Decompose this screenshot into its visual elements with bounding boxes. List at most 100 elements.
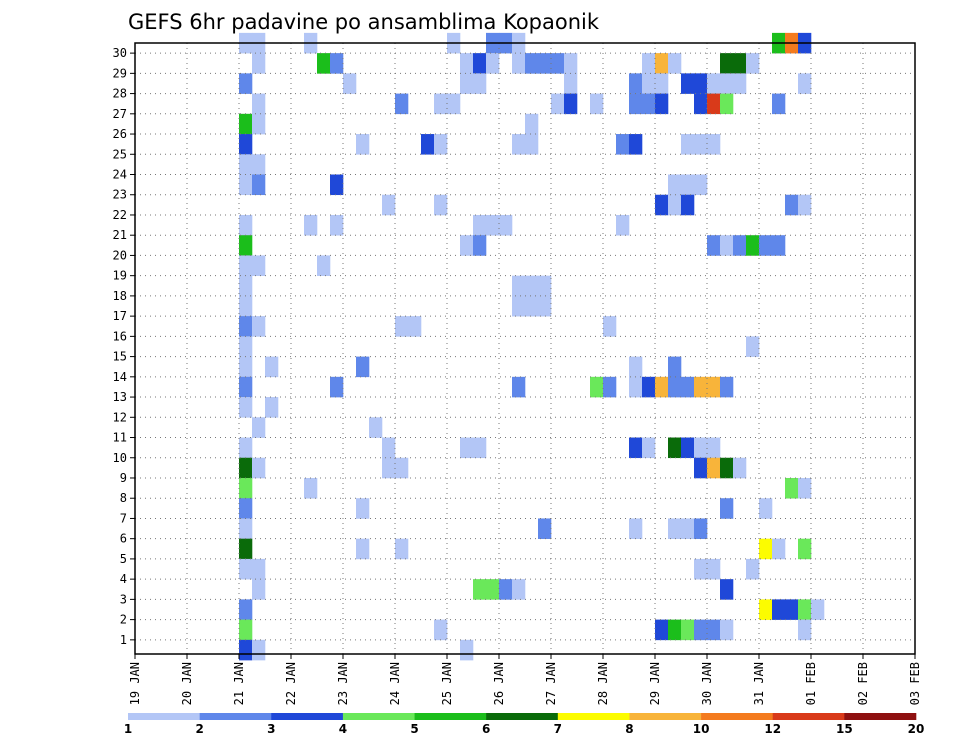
heat-cell <box>655 194 669 216</box>
heat-cell <box>668 376 682 398</box>
heat-cell <box>603 376 617 398</box>
heat-cell <box>564 73 578 94</box>
heat-cell <box>356 356 370 378</box>
heat-cell <box>707 558 721 580</box>
heat-cell <box>772 538 786 560</box>
heat-cell <box>707 235 721 256</box>
heat-cell <box>382 194 396 216</box>
heat-cell <box>252 53 266 74</box>
heat-cell <box>239 134 253 155</box>
x-tick-label: 25 JAN <box>440 662 454 705</box>
colorbar-segment <box>557 713 630 720</box>
heat-cell <box>707 619 721 641</box>
heat-cell <box>642 376 656 398</box>
colorbar-segment <box>342 713 415 720</box>
heat-cell <box>239 619 253 641</box>
heat-cell <box>642 437 656 459</box>
heat-cell <box>668 619 682 641</box>
heat-cell <box>239 376 253 398</box>
heat-cell <box>629 73 643 94</box>
x-tick-label: 19 JAN <box>128 662 142 705</box>
y-tick-label: 22 <box>113 208 127 222</box>
y-tick-label: 1 <box>120 633 127 647</box>
x-tick-label: 02 FEB <box>856 662 870 705</box>
heat-cell <box>239 518 253 539</box>
x-tick-label: 20 JAN <box>180 662 194 705</box>
y-tick-label: 7 <box>120 511 127 525</box>
heat-cell <box>746 235 760 256</box>
heat-cell <box>798 538 812 560</box>
heat-cell <box>811 599 825 620</box>
heat-cell <box>538 518 552 539</box>
x-tick-label: 31 JAN <box>752 662 766 705</box>
heat-cell <box>733 457 747 479</box>
heat-cell <box>668 174 682 196</box>
colorbar-label: 2 <box>195 722 203 736</box>
heat-cell <box>681 437 695 459</box>
heat-cell <box>239 235 253 256</box>
y-tick-label: 14 <box>113 370 127 384</box>
heat-cell <box>486 53 500 74</box>
heat-cell <box>733 73 747 94</box>
heat-cell <box>252 255 266 276</box>
heat-cell <box>460 73 474 94</box>
heat-cell <box>720 53 734 74</box>
heat-cell <box>759 538 773 560</box>
heat-cell <box>395 538 409 560</box>
y-tick-label: 19 <box>113 269 127 283</box>
heat-cell <box>434 619 448 641</box>
heat-cell <box>460 437 474 459</box>
colorbar-label: 7 <box>554 722 562 736</box>
heat-cell <box>616 134 630 155</box>
plot-frame <box>134 42 916 655</box>
heat-cell <box>707 376 721 398</box>
colorbar: 1 2 3 4 5 6 7 8 10 12 15 20 <box>124 713 924 736</box>
y-tick-label: 9 <box>120 471 127 485</box>
heat-cell <box>668 518 682 539</box>
colorbar-segment <box>701 713 774 720</box>
x-tick-label: 22 JAN <box>284 662 298 705</box>
colorbar-segment <box>414 713 487 720</box>
x-tick-label: 24 JAN <box>388 662 402 705</box>
colorbar-label: 1 <box>124 722 132 736</box>
colorbar-label: 3 <box>267 722 275 736</box>
heat-cell <box>629 356 643 378</box>
heat-cell <box>681 73 695 94</box>
heat-cell <box>239 457 253 479</box>
heat-cell <box>252 93 266 115</box>
x-tick-label: 26 JAN <box>492 662 506 705</box>
heat-cell <box>759 235 773 256</box>
heat-cell <box>668 53 682 74</box>
y-tick-label: 30 <box>113 46 127 60</box>
heat-cell <box>707 437 721 459</box>
heat-cell <box>330 53 344 74</box>
x-tick-label: 21 JAN <box>232 662 246 705</box>
heat-cell <box>694 437 708 459</box>
heat-cell <box>265 397 279 418</box>
colorbar-segment <box>271 713 344 720</box>
heat-cell <box>239 295 253 317</box>
heat-cell <box>720 457 734 479</box>
heat-cell <box>720 579 734 600</box>
heat-cell <box>785 599 799 620</box>
heat-cell <box>499 214 513 236</box>
colorbar-label: 5 <box>410 722 418 736</box>
colorbar-label: 15 <box>836 722 853 736</box>
heat-cell <box>681 134 695 155</box>
heat-cell <box>460 639 474 661</box>
y-tick-label: 4 <box>120 572 127 586</box>
x-tick-label: 27 JAN <box>544 662 558 705</box>
colorbar-label: 12 <box>764 722 781 736</box>
heat-cell <box>629 437 643 459</box>
heat-cell <box>759 599 773 620</box>
heat-cell <box>668 356 682 378</box>
heat-cell <box>239 336 253 357</box>
x-tick-label: 23 JAN <box>336 662 350 705</box>
heat-cell <box>369 417 383 438</box>
heat-cell <box>252 579 266 600</box>
heat-cell <box>798 194 812 216</box>
heat-cell <box>239 214 253 236</box>
heat-cell <box>239 275 253 297</box>
heat-cell <box>798 619 812 641</box>
heat-cell <box>668 194 682 216</box>
